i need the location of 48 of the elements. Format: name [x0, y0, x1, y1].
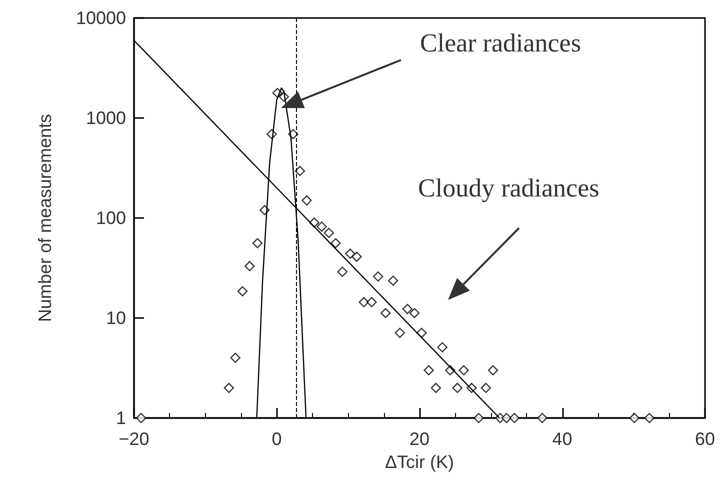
annotation: Clear radiances: [420, 28, 581, 58]
point: [358, 297, 369, 308]
y-tick-label: 10000: [76, 8, 126, 28]
y-tick-label: 1: [116, 408, 126, 428]
point: [394, 328, 405, 338]
x-axis-title: ΔTcir (K): [384, 452, 454, 472]
point: [409, 308, 420, 318]
y-tick-label: 100: [96, 208, 126, 228]
point: [224, 382, 234, 393]
point: [337, 266, 348, 277]
point: [480, 382, 491, 393]
x-tick-label: 0: [272, 429, 282, 449]
point: [373, 271, 384, 282]
point: [437, 342, 448, 352]
point: [458, 365, 469, 376]
x-tick-label: −20: [118, 429, 150, 449]
point: [324, 228, 334, 238]
annotation: Cloudy radiances: [418, 174, 600, 202]
point: [302, 195, 312, 206]
point: [452, 382, 462, 393]
point: [424, 365, 434, 376]
point: [294, 166, 306, 176]
point: [430, 382, 442, 393]
point: [644, 412, 654, 424]
point: [629, 412, 640, 424]
point: [474, 412, 484, 424]
y-tick-label: 1000: [86, 108, 126, 128]
point: [402, 304, 412, 314]
point: [252, 238, 263, 248]
point: [388, 276, 398, 286]
point: [244, 261, 255, 272]
point: [488, 365, 498, 376]
point: [316, 222, 327, 232]
x-tick-label: 60: [694, 429, 716, 449]
x-tick-label: 20: [409, 429, 430, 449]
point: [501, 412, 512, 424]
point: [380, 308, 391, 318]
point: [366, 297, 377, 308]
point: [509, 412, 520, 424]
point: [537, 412, 548, 424]
point: [230, 352, 240, 363]
y-axis-title: Number of measurements: [35, 114, 55, 322]
point: [237, 286, 248, 296]
x-tick-label: 40: [552, 429, 572, 449]
point: [345, 248, 356, 259]
point: [330, 238, 341, 248]
point: [352, 252, 362, 262]
y-tick-label: 10: [106, 308, 126, 328]
